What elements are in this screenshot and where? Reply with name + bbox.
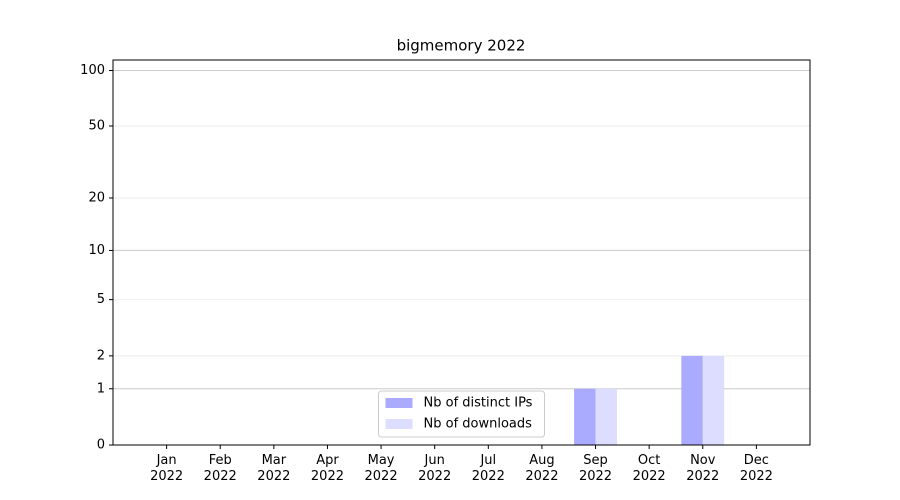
y-tick-label: 0 xyxy=(97,438,105,453)
y-tick-label: 1 xyxy=(97,381,105,396)
x-tick-label: Aug 2022 xyxy=(525,453,559,484)
y-tick-label: 10 xyxy=(88,243,105,258)
x-tick-label: Apr 2022 xyxy=(310,453,344,484)
grid xyxy=(113,70,810,446)
y-tick-label: 100 xyxy=(80,63,105,78)
x-tick-label: Jul 2022 xyxy=(471,453,505,484)
y-tick-label: 50 xyxy=(88,118,105,133)
x-tick-label: Dec 2022 xyxy=(739,453,773,484)
bar xyxy=(702,355,725,445)
y-tick-label: 5 xyxy=(97,292,105,307)
bar xyxy=(595,388,617,445)
bar xyxy=(681,355,703,445)
x-tick-label: Nov 2022 xyxy=(686,453,720,484)
x-tick-label: Jan 2022 xyxy=(150,453,184,484)
legend-label: Nb of distinct IPs xyxy=(424,396,533,411)
x-tick-label: Feb 2022 xyxy=(203,453,237,484)
x-tick-label: May 2022 xyxy=(364,453,398,484)
legend-frame xyxy=(378,390,545,438)
legend: Nb of distinct IPs Nb of downloads xyxy=(378,390,545,438)
legend-label: Nb of downloads xyxy=(424,417,533,432)
x-tick-label: Jun 2022 xyxy=(418,453,452,484)
y-tick-label: 20 xyxy=(88,190,105,205)
plot-frame xyxy=(112,59,811,446)
bar xyxy=(574,388,596,445)
legend-swatch xyxy=(385,398,413,408)
legend-swatch xyxy=(385,419,413,429)
y-tick-label: 2 xyxy=(97,348,105,363)
x-tick-label: Sep 2022 xyxy=(578,453,613,484)
chart-title: bigmemory 2022 xyxy=(397,37,526,55)
x-tick-label: Mar 2022 xyxy=(257,453,291,484)
x-tick-label: Oct 2022 xyxy=(632,453,666,484)
